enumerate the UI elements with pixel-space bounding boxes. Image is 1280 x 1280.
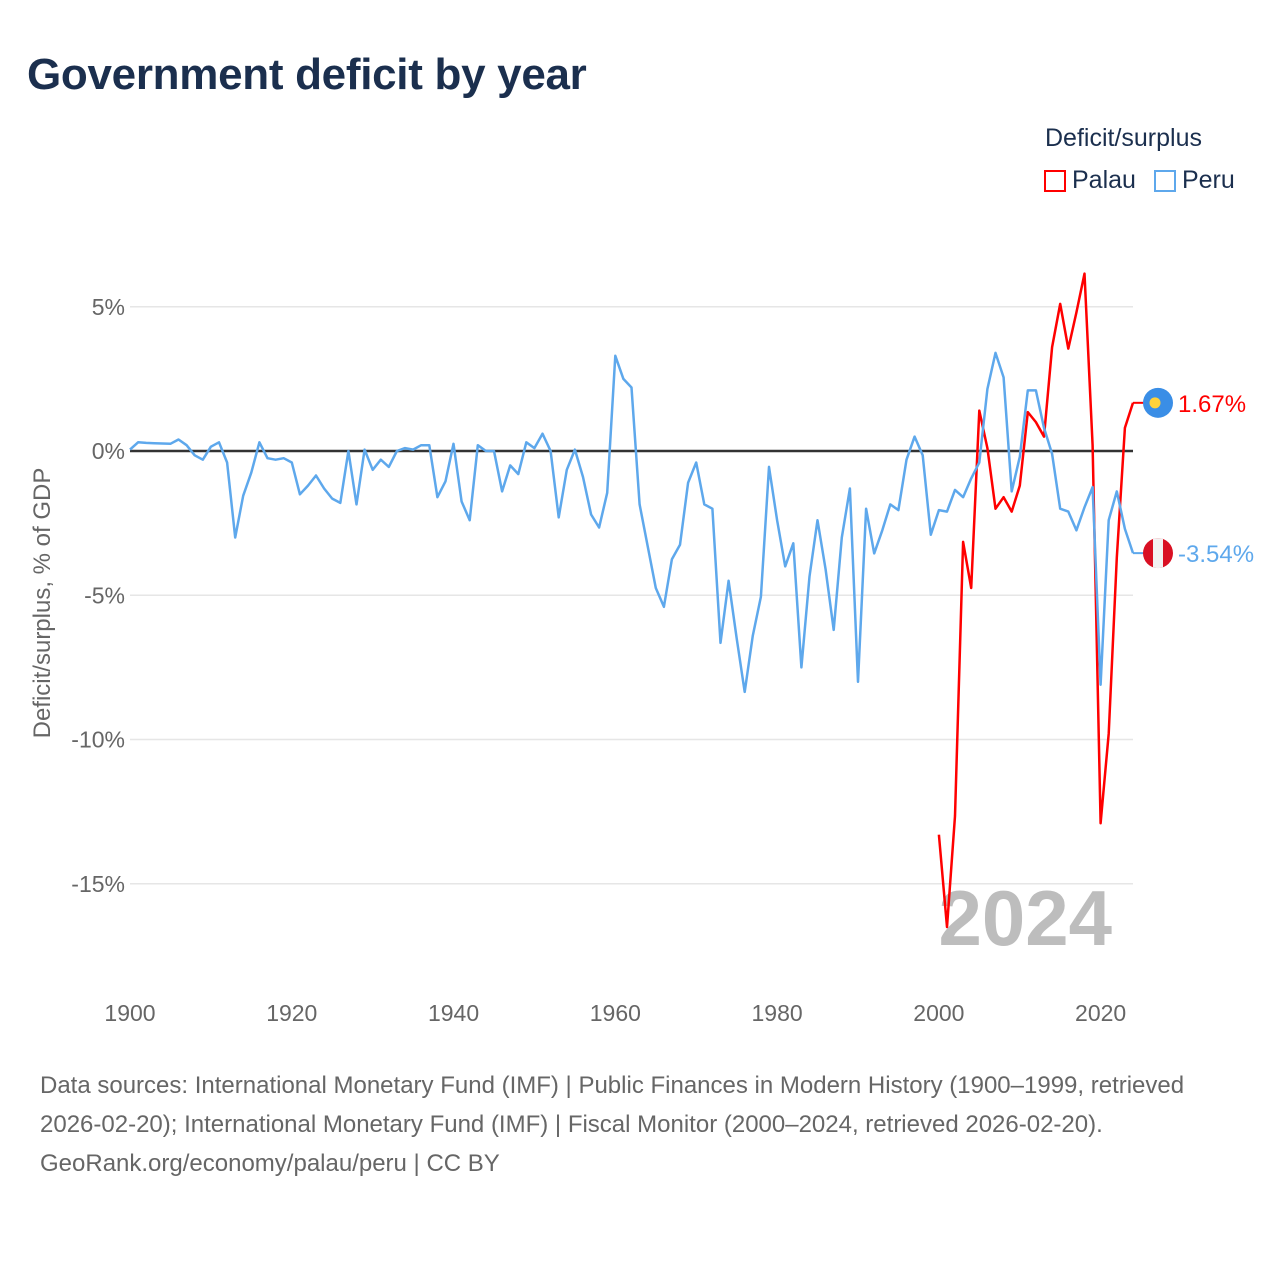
- x-tick-label: 1960: [590, 1000, 641, 1026]
- y-tick-label: -5%: [84, 582, 125, 608]
- legend: Palau Peru: [1044, 166, 1235, 195]
- y-tick-label: -15%: [71, 871, 125, 897]
- legend-label: Palau: [1072, 166, 1136, 194]
- legend-item-peru[interactable]: Peru: [1153, 166, 1235, 195]
- legend-swatch-palau: [1044, 169, 1066, 192]
- x-tick-label: 2000: [913, 1000, 964, 1026]
- data-sources: Data sources: International Monetary Fun…: [40, 1072, 1185, 1138]
- legend-title: Deficit/surplus: [1045, 124, 1202, 152]
- year-watermark: 2024: [938, 874, 1112, 962]
- peru-flag-icon: [1143, 538, 1173, 569]
- x-tick-label: 1920: [266, 1000, 317, 1026]
- x-tick-label: 2020: [1075, 1000, 1126, 1026]
- x-tick-label: 1980: [752, 1000, 803, 1026]
- x-tick-label: 1900: [104, 1000, 155, 1026]
- legend-item-palau[interactable]: Palau: [1044, 166, 1136, 195]
- palau-flag-icon: [1143, 387, 1173, 418]
- end-value-label: 1.67%: [1178, 391, 1246, 418]
- axis-ticks: 5% 0% -5% -10% -15% 1900 1920 1940 1960 1980 2000 2…: [71, 294, 1126, 1026]
- credit-link[interactable]: GeoRank.org/economy/palau/peru | CC BY: [40, 1150, 500, 1177]
- y-tick-label: 5%: [92, 294, 125, 320]
- y-tick-label: 0%: [92, 438, 125, 464]
- y-tick-label: -10%: [71, 727, 125, 753]
- series-line-palau[interactable]: [937, 272, 1135, 929]
- end-value-label: -3.54%: [1178, 541, 1254, 568]
- series-lines: 1.67% -3.54%: [129, 272, 1254, 929]
- legend-label: Peru: [1181, 166, 1235, 194]
- y-axis-label: Deficit/surplus, % of GDP: [29, 468, 56, 739]
- footer: Data sources: International Monetary Fun…: [40, 1066, 1240, 1183]
- gridlines: [130, 306, 1133, 885]
- series-line-peru[interactable]: [129, 351, 1135, 694]
- x-tick-label: 1940: [428, 1000, 479, 1026]
- legend-swatch-peru: [1153, 169, 1176, 192]
- chart-title: Government deficit by year: [27, 50, 587, 99]
